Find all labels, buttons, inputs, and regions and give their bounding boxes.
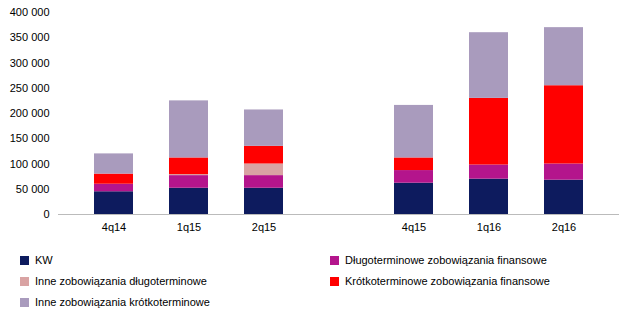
html-text:Krótkoterminowe zobowiązania f: Krótkoterminowe zobowiązania finansowe [345, 275, 550, 287]
html-text:Inne zobowiązania krótkotermin: Inne zobowiązania krótkoterminowe [35, 296, 210, 308]
svg-text:200 000: 200 000 [10, 107, 50, 119]
svg-text:4q15: 4q15 [402, 221, 426, 233]
svg-text:250 000: 250 000 [10, 82, 50, 94]
html-text:KW: KW [35, 254, 53, 266]
svg-text:350 000: 350 000 [10, 31, 50, 43]
svg-text:1q16: 1q16 [477, 221, 501, 233]
svg-text:150 000: 150 000 [10, 132, 50, 144]
svg-text:400 000: 400 000 [10, 6, 50, 18]
svg-text:2q15: 2q15 [252, 221, 276, 233]
svg-text:300 000: 300 000 [10, 57, 50, 69]
html-text:Długoterminowe zobowiązania fi: Długoterminowe zobowiązania finansowe [345, 254, 547, 266]
svg-text:1q15: 1q15 [177, 221, 201, 233]
html-text:Inne zobowiązania długotermino: Inne zobowiązania długoterminowe [35, 275, 207, 287]
svg-text:4q14: 4q14 [102, 221, 126, 233]
svg-text:2q16: 2q16 [552, 221, 576, 233]
svg-text:0: 0 [43, 208, 49, 220]
svg-text:50 000: 50 000 [16, 183, 50, 195]
svg-text:100 000: 100 000 [10, 158, 50, 170]
